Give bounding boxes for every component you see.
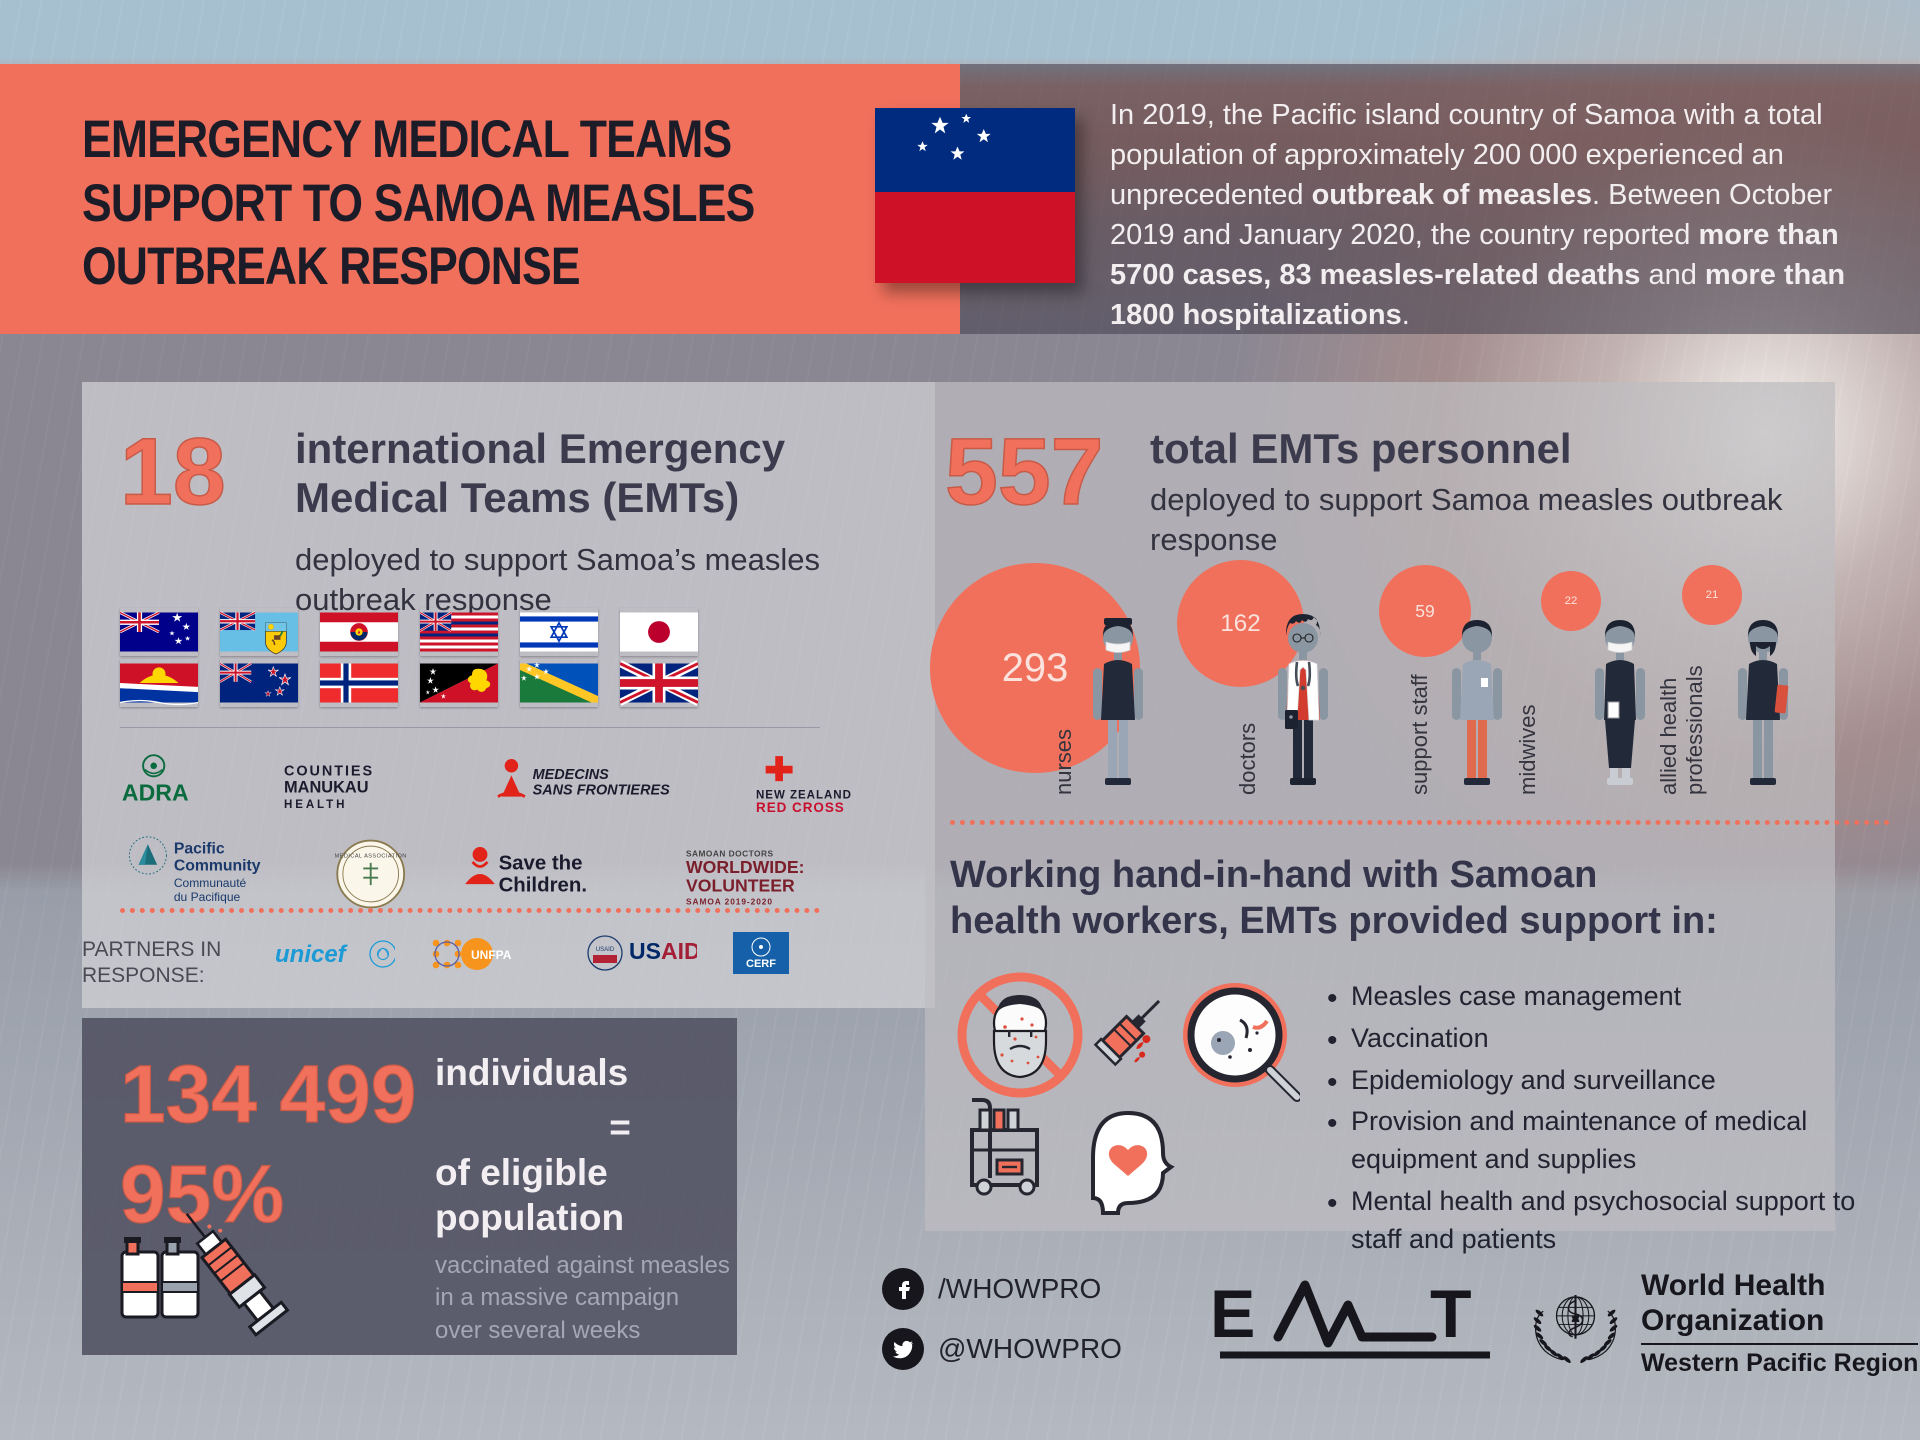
svg-text:E: E: [1210, 1276, 1255, 1352]
svg-text:T: T: [1430, 1276, 1472, 1352]
svg-text:MEDICAL ASSOCIATION: MEDICAL ASSOCIATION: [335, 853, 407, 859]
svg-text:CERF: CERF: [746, 958, 776, 970]
svg-text:MANUKAU: MANUKAU: [284, 779, 369, 797]
svg-text:SAMOA 2019-2020: SAMOA 2019-2020: [686, 897, 773, 906]
svg-text:du Pacifique: du Pacifique: [174, 889, 241, 903]
svg-text:WORLDWIDE:: WORLDWIDE:: [686, 857, 804, 877]
svg-text:USAID: USAID: [629, 938, 697, 964]
svg-text:COUNTIES: COUNTIES: [284, 763, 374, 779]
svg-text:Pacific: Pacific: [174, 840, 225, 857]
svg-text:RED CROSS: RED CROSS: [756, 800, 845, 815]
svg-text:USAID: USAID: [596, 947, 615, 953]
svg-text:UNFPA: UNFPA: [471, 948, 512, 962]
svg-text:SANS FRONTIERES: SANS FRONTIERES: [532, 783, 670, 799]
svg-text:Save the: Save the: [499, 852, 583, 874]
svg-text:Children.: Children.: [499, 875, 587, 897]
svg-text:HEALTH: HEALTH: [284, 799, 347, 811]
svg-text:ADRA: ADRA: [122, 779, 189, 805]
svg-text:Community: Community: [174, 857, 261, 874]
svg-text:MEDECINS: MEDECINS: [532, 767, 609, 783]
svg-text:unicef: unicef: [275, 941, 348, 968]
svg-text:VOLUNTEER: VOLUNTEER: [686, 876, 795, 896]
svg-text:Communauté: Communauté: [174, 875, 247, 889]
